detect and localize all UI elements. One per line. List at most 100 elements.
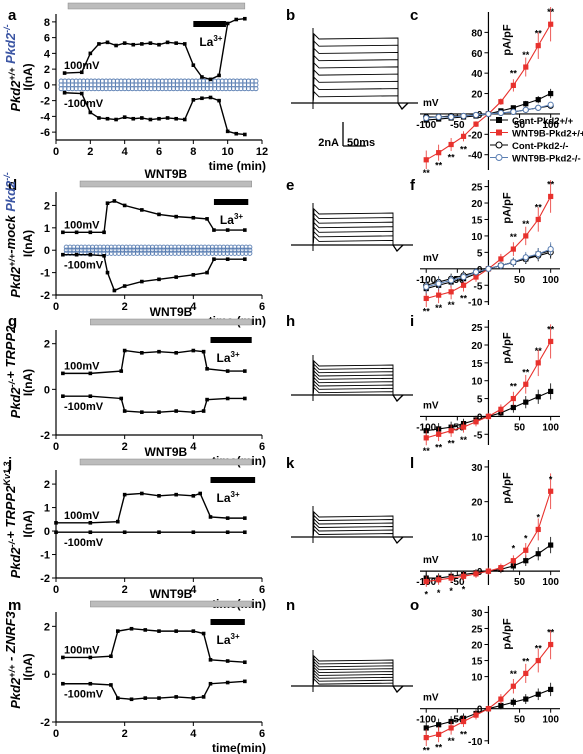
panel-label-e: e: [286, 177, 294, 194]
iv-marker-open-circle: [448, 113, 455, 121]
control-marker: [213, 247, 219, 253]
iv-marker-red-square: [448, 141, 454, 148]
control-marker: [168, 250, 174, 256]
control-marker: [78, 250, 84, 256]
data-point: [165, 116, 170, 120]
data-point: [88, 252, 93, 257]
data-point: [191, 98, 196, 102]
x-tick-label: 50: [514, 422, 526, 433]
control-marker: [179, 244, 185, 250]
control-marker: [224, 247, 230, 253]
data-point: [88, 230, 93, 235]
data-point: [157, 696, 161, 700]
x-tick-label: 100: [542, 422, 559, 433]
data-point: [212, 228, 216, 232]
y-tick-label: 20: [471, 641, 483, 652]
y-tick-label: 6: [44, 33, 50, 45]
control-marker: [164, 247, 170, 253]
significance-marker: **: [522, 219, 530, 229]
control-marker: [71, 247, 77, 253]
chart-title: WNT9B: [150, 305, 193, 319]
y-tick-label: 2: [44, 64, 50, 76]
data-point: [208, 658, 213, 662]
y-tick-label: 0: [44, 526, 50, 538]
data-point: [200, 96, 204, 101]
control-marker: [206, 250, 212, 256]
control-marker: [134, 244, 141, 250]
data-point: [225, 129, 230, 134]
y-tick-label: 10: [471, 232, 483, 243]
significance-marker: **: [535, 202, 543, 212]
y-tick-label: -40: [468, 151, 483, 162]
x-tick-label: 4: [190, 301, 197, 313]
control-marker: [221, 247, 227, 253]
control-marker: [242, 86, 248, 92]
y-tick-label: 2: [44, 621, 50, 633]
control-marker: [183, 244, 189, 250]
significance-marker: **: [460, 293, 468, 303]
data-point: [122, 115, 127, 119]
panel-label-n: n: [286, 597, 295, 614]
chart-title: WNT9B: [145, 167, 188, 181]
level-label-100mV: 100mV: [64, 60, 100, 72]
data-point: [88, 681, 93, 686]
iv-marker-filled-square: [523, 101, 529, 107]
x-tick-label: 6: [259, 728, 265, 740]
iv-marker-filled-square: [535, 551, 541, 557]
data-point: [114, 43, 118, 48]
data-point: [191, 215, 196, 220]
la-bar: [210, 337, 252, 343]
x-tick-label: 4: [190, 728, 197, 740]
iv-marker-red-square: [460, 573, 467, 579]
iv-marker-red-square: [548, 21, 554, 27]
control-marker: [77, 86, 83, 92]
significance-marker: **: [423, 446, 431, 456]
iv-marker-filled-square: [436, 722, 442, 728]
iv-marker-filled-square: [523, 399, 529, 405]
control-marker: [232, 247, 238, 253]
iv-marker-red-square: [535, 526, 541, 533]
control-marker: [245, 86, 251, 92]
x-tick-label: 0: [53, 301, 59, 313]
y-tick-label: 0: [44, 384, 50, 396]
x-tick-label: 4: [190, 441, 197, 453]
significance-marker: *: [536, 512, 540, 522]
data-point: [62, 90, 67, 95]
significance-marker: *: [437, 588, 441, 598]
significance-marker: *: [549, 474, 553, 484]
panel-label-g: g: [8, 313, 17, 330]
y-tick-label: 25: [471, 183, 483, 194]
data-point: [102, 254, 106, 258]
x-tick-label: 50: [514, 577, 526, 588]
series-line-pos100: [62, 349, 245, 375]
data-point: [191, 494, 196, 498]
data-point: [122, 492, 127, 497]
data-point: [157, 410, 161, 414]
control-marker: [111, 86, 117, 92]
current-traces-b: [291, 28, 418, 110]
control-marker: [176, 250, 182, 256]
iv-marker-filled-square: [510, 404, 516, 411]
current-traces-e: [291, 203, 413, 252]
control-marker: [140, 86, 147, 92]
iv-marker-open-circle: [460, 112, 467, 120]
data-point: [191, 348, 196, 353]
control-marker: [82, 244, 88, 250]
y-tick-label: -5: [474, 281, 483, 292]
control-marker: [247, 250, 253, 256]
data-point: [191, 696, 196, 700]
significance-marker: **: [510, 382, 518, 392]
data-point: [109, 683, 113, 687]
significance-marker: **: [460, 144, 468, 154]
iv-marker-red-square: [448, 428, 454, 434]
iv-marker-red-square: [436, 150, 442, 156]
significance-marker: **: [460, 435, 468, 445]
control-marker: [161, 247, 167, 253]
y-tick-label: -20: [468, 130, 483, 141]
iv-marker-red-square: [436, 431, 442, 437]
data-point: [61, 230, 65, 235]
data-point: [105, 116, 110, 121]
y-tick-label: 15: [471, 215, 483, 226]
